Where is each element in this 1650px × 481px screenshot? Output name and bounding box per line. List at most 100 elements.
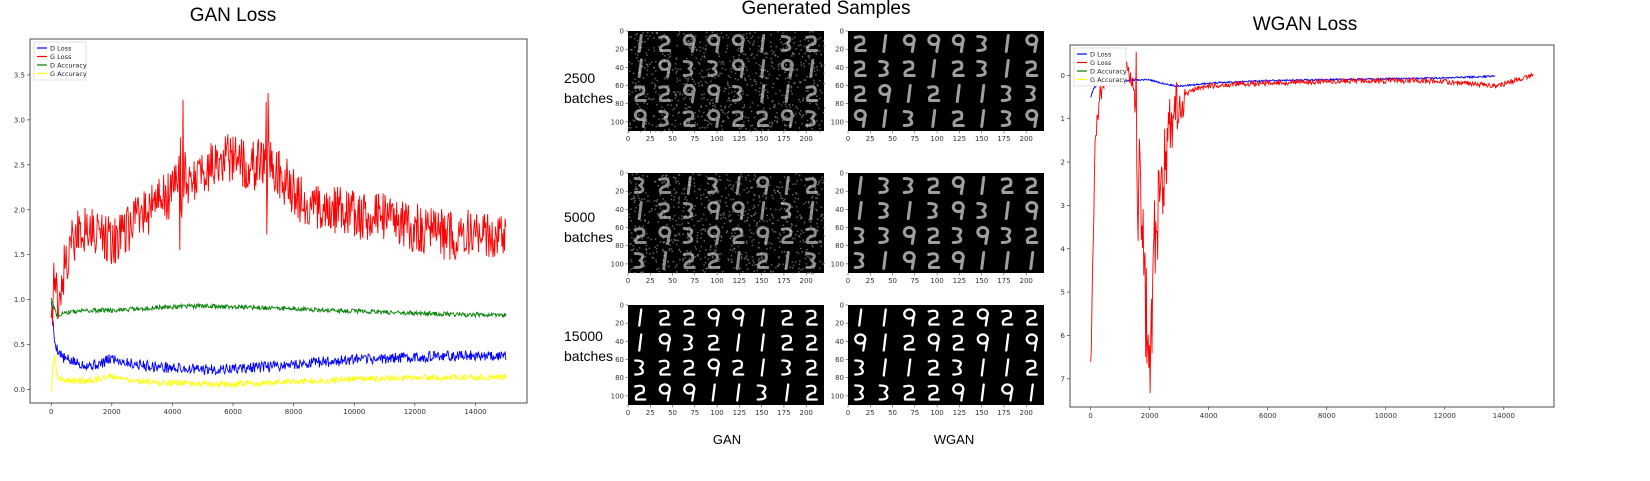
digit-sample (677, 57, 703, 83)
y-tick-label: 40 (835, 206, 844, 214)
digit-sample (760, 358, 765, 377)
sample-image (848, 305, 1044, 405)
digit-sample (683, 359, 696, 376)
y-tick-label: 60 (835, 356, 844, 364)
y-tick-label: 60 (615, 224, 624, 232)
y-tick-label: 100 (831, 260, 844, 268)
digit-sample (927, 202, 938, 219)
x-tick-label: 25 (866, 409, 875, 417)
digit-sample (652, 106, 677, 133)
x-tick-label: 12000 (1434, 412, 1456, 420)
y-tick-label: 60 (615, 82, 624, 90)
x-tick-label: 175 (997, 409, 1010, 417)
digit-sample (736, 383, 741, 402)
x-tick-label: 75 (690, 409, 699, 417)
y-tick-label: 20 (835, 320, 844, 328)
legend-entry: D Loss (1090, 51, 1112, 59)
col-label-wgan: WGAN (933, 432, 975, 447)
digit-sample (760, 308, 765, 327)
digit-sample (927, 34, 941, 53)
y-tick-label: 60 (615, 356, 624, 364)
digit-sample (776, 59, 798, 80)
digit-sample (702, 56, 727, 83)
digit-sample (683, 383, 696, 402)
digit-sample (775, 81, 801, 108)
digit-sample (906, 84, 912, 103)
digit-sample (976, 202, 987, 219)
x-tick-label: 175 (777, 409, 790, 417)
digit-sample (927, 333, 940, 352)
digit-sample (753, 56, 775, 83)
digit-sample (878, 177, 889, 194)
digit-sample (951, 251, 965, 270)
y-tick-label: 80 (615, 100, 624, 108)
y-tick-label: 0 (1061, 72, 1065, 80)
digit-sample (980, 358, 985, 377)
digit-sample (634, 384, 647, 401)
digit-sample (781, 359, 791, 376)
digit-sample (805, 359, 818, 376)
digit-sample (805, 309, 818, 326)
digit-sample (703, 199, 728, 225)
digit-sample (701, 223, 728, 249)
x-tick-label: 100 (930, 135, 943, 143)
x-tick-label: 125 (953, 135, 966, 143)
digit-sample (751, 249, 776, 274)
digit-sample (952, 359, 962, 376)
digit-sample (777, 223, 801, 248)
digit-sample (775, 31, 800, 58)
x-tick-label: 14000 (1493, 412, 1515, 420)
digit-sample (980, 251, 986, 270)
x-tick-label: 125 (953, 409, 966, 417)
digit-sample (854, 359, 864, 376)
digit-sample (906, 201, 912, 220)
digit-sample (976, 308, 989, 327)
x-tick-label: 50 (668, 277, 677, 285)
x-tick-label: 10000 (343, 408, 365, 416)
digit-samples (853, 176, 1039, 270)
legend-entry: G Accuracy (50, 70, 87, 78)
digit-sample (882, 251, 888, 270)
x-tick-label: 50 (888, 409, 897, 417)
y-tick-label: 100 (831, 118, 844, 126)
digit-sample (775, 251, 801, 274)
x-tick-label: 50 (888, 277, 897, 285)
digit-sample (726, 224, 751, 250)
digit-sample (980, 383, 985, 402)
legend-entry: D Accuracy (1090, 68, 1127, 76)
x-tick-label: 25 (646, 277, 655, 285)
digit-sample (678, 31, 702, 56)
x-tick-label: 125 (733, 135, 746, 143)
grid-axes: 0 25 50 75 100 125 150 175 200 0 20 40 60 80 100 (831, 170, 1033, 285)
x-tick-label: 200 (799, 409, 812, 417)
y-tick-label: 100 (611, 118, 624, 126)
digit-sample (1004, 201, 1010, 220)
digit-sample (927, 177, 941, 194)
digit-sample (750, 106, 777, 132)
digit-sample (951, 110, 965, 127)
digit-sample (785, 383, 790, 402)
digit-sample (799, 225, 826, 250)
x-tick-label: 25 (866, 135, 875, 143)
y-tick-label: 3.0 (14, 116, 25, 124)
digit-sample (628, 173, 649, 200)
digit-sample (1025, 34, 1039, 53)
digit-sample (805, 384, 818, 401)
x-tick-label: 0 (626, 277, 630, 285)
digit-samples (853, 34, 1039, 128)
x-tick-label: 100 (710, 135, 723, 143)
x-tick-label: 125 (733, 277, 746, 285)
y-tick-label: 0 (620, 302, 624, 310)
y-tick-label: -5 (1060, 289, 1065, 297)
x-tick-label: 25 (646, 135, 655, 143)
grid-axes: 0 25 50 75 100 125 150 175 200 0 20 40 60 80 100 (831, 302, 1033, 417)
series-line (1090, 51, 1534, 394)
legend-entry: D Accuracy (50, 62, 87, 70)
digit-sample (927, 384, 940, 401)
digit-sample (902, 110, 914, 127)
wgan-loss-title: WGAN Loss (1252, 14, 1358, 35)
digit-sample (1001, 383, 1014, 402)
gan-loss-title: GAN Loss (189, 5, 277, 26)
digit-sample (980, 109, 986, 128)
digit-sample (707, 334, 720, 351)
